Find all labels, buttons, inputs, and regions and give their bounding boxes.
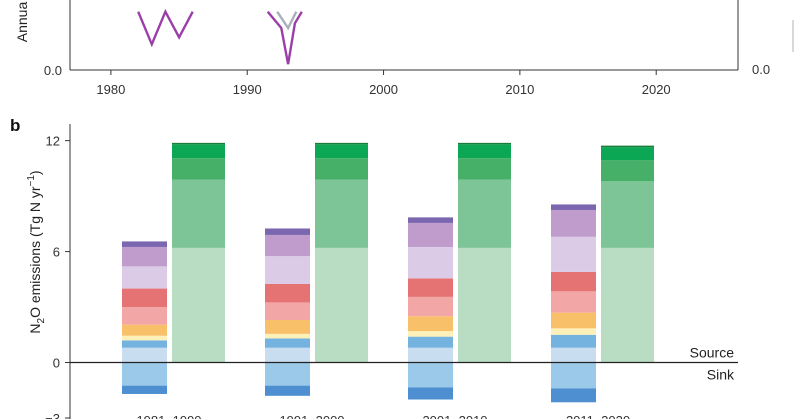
panel-a-series-line-grey (276, 11, 298, 31)
bar-segment-red (122, 288, 167, 308)
bar-segment-light-blue-sink (122, 362, 167, 386)
bar-segment-orange (122, 324, 167, 336)
bar-segment-red (551, 271, 596, 292)
bar-segment-blue-2 (408, 336, 453, 348)
panel-a-x-tick-label: 2000 (369, 82, 398, 97)
bar-segment-dark-green-cap (601, 145, 654, 148)
bar-segment-blue-sink (551, 388, 596, 403)
panel-b-category-label: 1991–2000 (279, 413, 344, 419)
source-label: Source (690, 345, 735, 361)
bar-segment-dark-green-cap (315, 142, 368, 145)
bar-segment-pale-green (315, 247, 368, 363)
bar-segment-purple (122, 246, 167, 267)
bar-segment-cream (408, 331, 453, 337)
bar-segment-blue-sink (122, 385, 167, 394)
panel-a-y-right-tick: 0.0 (752, 62, 770, 77)
bar-segment-dark-purple (122, 241, 167, 247)
bar-segment-purple (265, 234, 310, 257)
panel-b-letter: b (10, 116, 20, 135)
bar-segment-green (458, 158, 511, 180)
bar-segment-blue-1 (265, 347, 310, 363)
bar-segment-green (315, 158, 368, 180)
panel-b-bars (122, 142, 654, 403)
bar-segment-purple (408, 222, 453, 247)
panel-b-category-label: 1981–1990 (136, 413, 201, 419)
panel-a-series (137, 8, 303, 65)
panel-a-y-left-tick: 0.0 (44, 63, 62, 78)
bar-segment-dark-purple (551, 204, 596, 210)
bar-segment-pink (265, 302, 310, 320)
panel-a-x-tick-label: 1980 (96, 82, 125, 97)
bar-segment-orange (265, 320, 310, 334)
bar-segment-orange (408, 316, 453, 332)
bar-segment-dark-green-cap (172, 142, 225, 145)
bar-segment-lavender (122, 266, 167, 289)
bar-segment-light-blue-sink (265, 362, 310, 386)
panel-b-y-tick-label: 12 (46, 134, 60, 149)
panel-b-y-tick-label: 6 (53, 245, 60, 260)
sink-label: Sink (707, 367, 735, 383)
bar-segment-green (601, 160, 654, 182)
panel-b: b N2O emissions (Tg N yr−1) 12 6 0 −3 Sourc… (10, 116, 738, 419)
bar-segment-blue-2 (551, 334, 596, 348)
bar-segment-blue-sink (265, 385, 310, 396)
panel-b-category-label: 2001–2010 (422, 413, 487, 419)
bar-segment-bright-green (458, 144, 511, 159)
bar-segment-light-blue-sink (551, 362, 596, 389)
bar-segment-purple (551, 209, 596, 237)
bar-segment-cream (122, 335, 167, 341)
bar-segment-lavender (551, 236, 596, 272)
bar-segment-cream (265, 333, 310, 339)
bar-segment-green (172, 158, 225, 180)
bar-segment-mid-green (172, 179, 225, 248)
panel-b-y-axis-label: N2O emissions (Tg N yr−1) (26, 170, 47, 333)
panel-a-series-line-purple (137, 8, 194, 48)
bar-segment-red (265, 283, 310, 303)
bar-segment-dark-purple (265, 228, 310, 235)
bar-segment-bright-green (601, 147, 654, 161)
panel-b-y-ticks: 12 6 0 −3 (45, 134, 70, 419)
bar-segment-blue-1 (551, 347, 596, 363)
panel-b-y-tick-label: −3 (45, 411, 60, 419)
bar-segment-blue-1 (408, 347, 453, 363)
bar-segment-red (408, 278, 453, 297)
bar-segment-mid-green (601, 181, 654, 248)
bar-segment-light-blue-sink (408, 362, 453, 388)
bar-segment-bright-green (315, 144, 368, 159)
panel-a-y-axis-label: Annua (14, 2, 30, 43)
panel-b-category-label: 2011–2020 (566, 413, 630, 419)
bar-segment-mid-green (458, 179, 511, 248)
bar-segment-pale-green (172, 247, 225, 363)
bar-segment-mid-green (315, 179, 368, 248)
panel-a-x-tick-label: 2010 (505, 82, 534, 97)
bar-segment-blue-2 (265, 338, 310, 348)
panel-a-x-tick-label: 2020 (642, 82, 671, 97)
bar-segment-pale-green (601, 247, 654, 363)
panel-b-x-labels: 1981–1990 1991–2000 2001–2010 2011–2020 (136, 413, 630, 419)
bar-segment-dark-purple (408, 217, 453, 223)
bar-segment-lavender (265, 256, 310, 284)
bar-segment-cream (551, 328, 596, 335)
bar-segment-pink (551, 291, 596, 313)
panel-a-series-line-purple-2 (266, 10, 303, 65)
panel-a-x-ticks: 1980 1990 2000 2010 2020 (96, 70, 671, 97)
bar-segment-pink (408, 296, 453, 317)
bar-segment-blue-1 (122, 347, 167, 363)
bar-segment-orange (551, 312, 596, 329)
panel-a: Annua 0.0 0.0 1980 1990 2000 2010 2020 (14, 0, 794, 97)
bar-segment-lavender (408, 246, 453, 279)
bar-segment-dark-green-cap (458, 142, 511, 145)
bar-segment-blue-sink (408, 387, 453, 400)
panel-a-x-tick-label: 1990 (233, 82, 262, 97)
bar-segment-pink (122, 307, 167, 325)
bar-segment-blue-2 (122, 340, 167, 348)
bar-segment-bright-green (172, 144, 225, 159)
panel-b-y-tick-label: 0 (53, 356, 60, 371)
bar-segment-pale-green (458, 247, 511, 363)
